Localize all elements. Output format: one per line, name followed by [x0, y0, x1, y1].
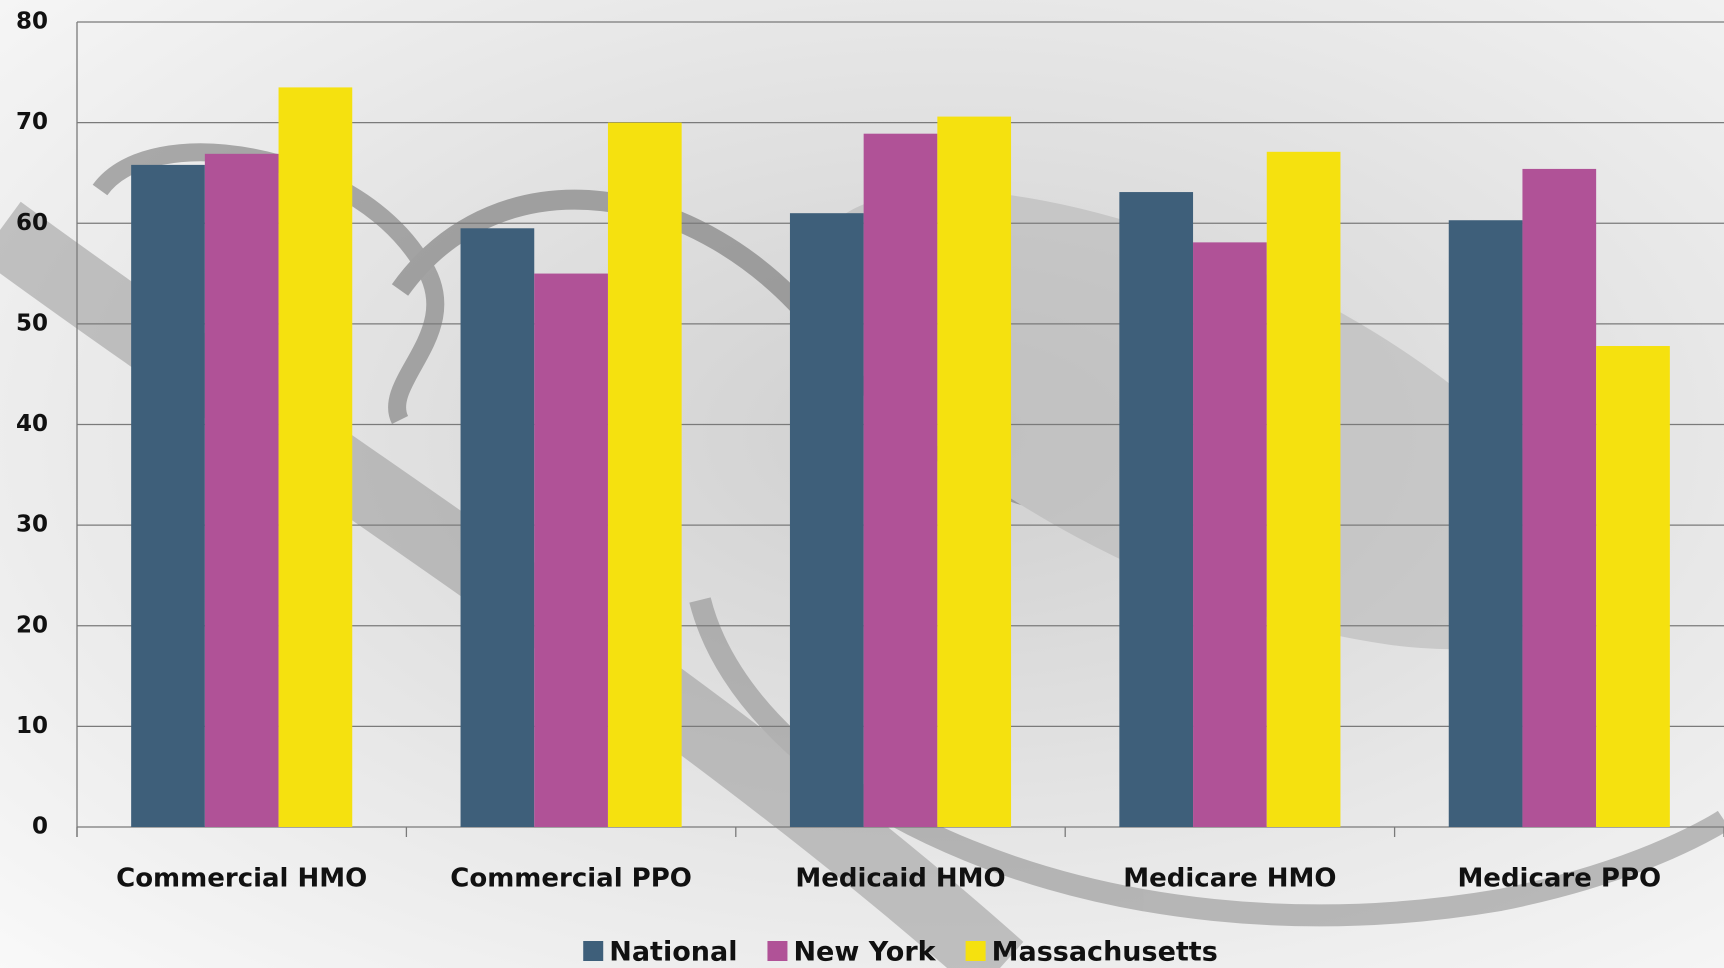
x-tick-label: Medicare HMO [1123, 864, 1336, 894]
legend-label: New York [793, 937, 936, 968]
x-tick-label: Commercial PPO [450, 864, 692, 894]
y-tick-label: 30 [16, 512, 48, 538]
bar [534, 273, 608, 827]
legend-swatch [583, 941, 604, 961]
bar [1119, 192, 1194, 827]
bar [1596, 346, 1670, 827]
y-tick-label: 70 [16, 109, 48, 135]
bar [937, 116, 1012, 827]
y-tick-label: 60 [16, 210, 48, 236]
bar [1448, 220, 1523, 827]
bar [1193, 242, 1267, 827]
bar [204, 153, 279, 828]
y-tick-label: 40 [16, 411, 48, 437]
y-tick-label: 0 [32, 814, 48, 840]
bar [1266, 151, 1341, 827]
bar [789, 213, 864, 827]
bar [863, 133, 938, 828]
y-tick-label: 20 [16, 612, 48, 638]
y-tick-label: 80 [16, 9, 48, 35]
legend-swatch [965, 941, 986, 961]
y-tick-label: 50 [16, 310, 48, 336]
bar [131, 164, 205, 827]
bar [460, 228, 535, 827]
bar [278, 87, 353, 827]
x-tick-label: Commercial HMO [116, 864, 367, 894]
legend-swatch [767, 941, 788, 961]
x-tick-label: Medicare PPO [1457, 864, 1661, 894]
x-tick-label: Medicaid HMO [795, 864, 1005, 894]
bar [607, 122, 682, 827]
y-tick-label: 10 [16, 713, 48, 739]
legend-label: National [609, 937, 737, 968]
legend-label: Massachusetts [992, 937, 1218, 968]
bar [1522, 168, 1597, 828]
